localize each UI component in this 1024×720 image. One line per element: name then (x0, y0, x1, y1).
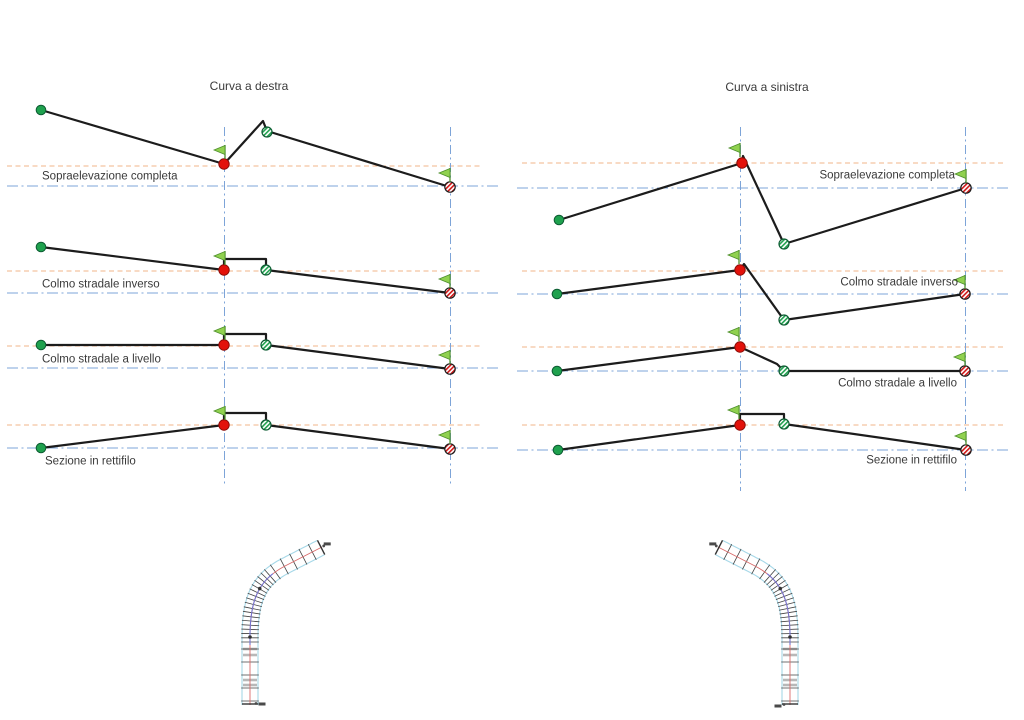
green-point (552, 444, 564, 456)
red-point (734, 264, 746, 276)
road-centerline-path (250, 547, 322, 705)
green-hatched-point (778, 418, 790, 430)
label-colmo-stradale-a-livello-right: Colmo stradale a livello (838, 377, 957, 390)
flag-pennant-icon (212, 405, 226, 417)
red-hatched-point (444, 181, 456, 193)
right-profile-diagram (517, 127, 1008, 491)
left-profile-diagram (7, 104, 500, 486)
road-station-marker-dot (782, 703, 786, 706)
red-point (736, 157, 748, 169)
red-point (218, 419, 230, 431)
green-hatched-point (260, 264, 272, 276)
road-end-bar (714, 540, 724, 555)
label-colmo-stradale-inverso-left: Colmo stradale inverso (42, 278, 160, 291)
road-station-marker-dot (254, 702, 258, 705)
green-hatched-point (260, 339, 272, 351)
label-sezione-in-rettifilo-right: Sezione in rettifilo (866, 454, 957, 467)
road-centerline-red (717, 546, 791, 705)
label-colmo-stradale-inverso-right: Colmo stradale inverso (840, 276, 958, 289)
red-hatched-point (959, 288, 971, 300)
profile-polyline (555, 262, 967, 322)
red-point (218, 339, 230, 351)
road-centerline-path (718, 547, 790, 705)
green-point (35, 442, 47, 454)
left-row-3 (35, 405, 456, 455)
label-sopraelevazione-completa-left: Sopraelevazione completa (42, 170, 178, 183)
flag-pennant-icon (212, 250, 226, 262)
label-colmo-stradale-a-livello-left: Colmo stradale a livello (42, 353, 161, 366)
green-point (35, 104, 47, 116)
red-point (218, 264, 230, 276)
green-point (551, 288, 563, 300)
green-hatched-point (778, 365, 790, 377)
green-point (35, 241, 47, 253)
plan-curve-left (709, 540, 799, 708)
road-station-marker-label (323, 542, 331, 546)
flag-pennant-icon (952, 351, 966, 363)
green-hatched-point (778, 314, 790, 326)
flag-pennant-icon (726, 249, 740, 261)
road-end-bar (316, 540, 326, 555)
green-hatched-point (260, 419, 272, 431)
red-hatched-point (444, 443, 456, 455)
green-point (553, 214, 565, 226)
profile-polyline (556, 412, 968, 452)
road-centerline-red (249, 546, 323, 705)
profile-polyline (39, 332, 452, 371)
green-point (35, 339, 47, 351)
left-row-1 (35, 241, 456, 299)
left-row-2 (35, 325, 456, 375)
red-hatched-point (959, 365, 971, 377)
red-hatched-point (960, 182, 972, 194)
green-point (551, 365, 563, 377)
road-centerline-blue (249, 573, 274, 645)
flag-pennant-icon (726, 326, 740, 338)
title-curva-a-destra: Curva a destra (209, 79, 289, 93)
road-station-marker-label (774, 704, 782, 708)
profile-polyline (39, 245, 452, 295)
road-event-dot (778, 586, 783, 591)
profile-polyline (39, 108, 452, 189)
road-event-dot (248, 635, 252, 639)
flag-pennant-icon (437, 349, 451, 361)
profile-polyline (555, 345, 967, 373)
flag-pennant-icon (726, 404, 740, 416)
flag-pennant-icon (727, 142, 741, 154)
red-point (218, 158, 230, 170)
right-row-0 (553, 142, 972, 250)
red-hatched-point (444, 287, 456, 299)
left-row-0 (35, 104, 456, 193)
road-event-dot (788, 635, 792, 639)
flag-pennant-icon (952, 274, 966, 286)
flag-pennant-icon (953, 430, 967, 442)
flag-pennant-icon (953, 168, 967, 180)
profile-polyline (557, 154, 968, 246)
label-sezione-in-rettifilo-left: Sezione in rettifilo (45, 455, 136, 468)
title-curva-a-sinistra: Curva a sinistra (725, 80, 809, 94)
right-row-3 (552, 404, 972, 456)
red-point (734, 341, 746, 353)
green-hatched-point (778, 238, 790, 250)
flag-pennant-icon (212, 144, 226, 156)
right-row-1 (551, 249, 971, 326)
green-hatched-point (261, 126, 273, 138)
profile-polyline (39, 411, 452, 451)
plan-curve-right (241, 540, 331, 706)
road-station-marker-label (258, 702, 266, 706)
flag-pennant-icon (437, 273, 451, 285)
flag-pennant-icon (437, 167, 451, 179)
flag-pennant-icon (212, 325, 226, 337)
road-centerline-blue (766, 573, 791, 645)
right-row-2 (551, 326, 971, 377)
flag-pennant-icon (437, 429, 451, 441)
red-point (734, 419, 746, 431)
road-event-dot (257, 586, 262, 591)
red-hatched-point (444, 363, 456, 375)
road-station-marker-label (709, 542, 717, 546)
red-hatched-point (960, 444, 972, 456)
label-sopraelevazione-completa-right: Sopraelevazione completa (819, 169, 955, 182)
